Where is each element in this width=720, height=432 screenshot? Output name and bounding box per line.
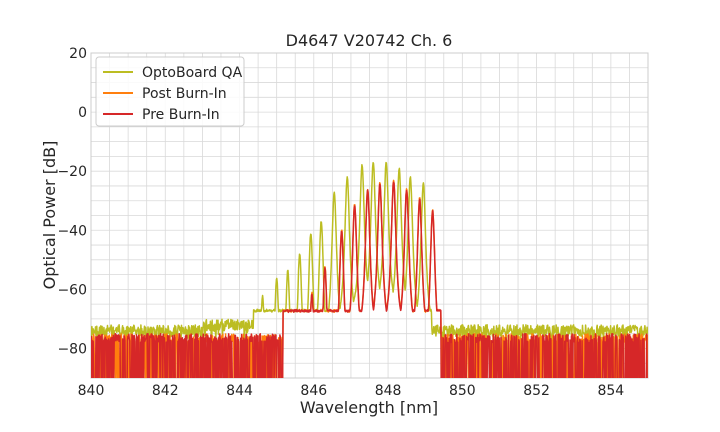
legend: OptoBoard QA Post Burn-In Pre Burn-In [95,56,245,127]
y-tick-label: −20 [57,164,87,180]
x-tick-label: 846 [300,383,327,399]
x-tick-label: 844 [226,383,253,399]
x-tick-label: 850 [449,383,476,399]
x-tick-label: 842 [152,383,179,399]
legend-label-1: Post Burn-In [142,86,227,102]
y-tick-label: 20 [69,46,87,62]
legend-label-2: Pre Burn-In [142,107,220,123]
x-tick-labels: 840 842 844 846 848 850 852 854 [78,383,625,399]
x-tick-label: 854 [597,383,624,399]
y-tick-label: −40 [57,223,87,239]
x-tick-label: 848 [375,383,402,399]
y-tick-labels: 20 0 −20 −40 −60 −80 [57,46,87,357]
y-tick-label: −80 [57,341,87,357]
y-axis-label: Optical Power [dB] [40,141,59,290]
x-tick-label: 852 [523,383,550,399]
plot-frame [90,52,649,379]
y-tick-label: 0 [78,105,87,121]
x-tick-label: 840 [78,383,105,399]
chart-title: D4647 V20742 Ch. 6 [286,31,453,50]
series-line-2 [91,181,648,378]
y-tick-label: −60 [57,282,87,298]
x-axis-label: Wavelength [nm] [300,398,438,417]
legend-label-0: OptoBoard QA [142,65,243,81]
legend-box [95,56,245,127]
